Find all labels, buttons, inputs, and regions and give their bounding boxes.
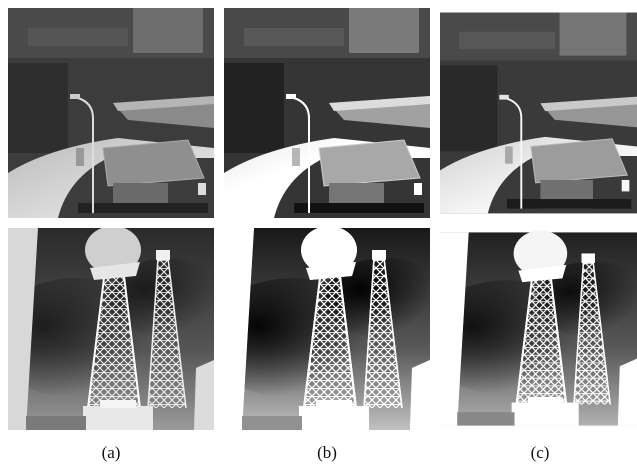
image-c-bottom xyxy=(421,231,637,426)
caption: (a) xyxy=(102,443,121,462)
figure: (a) (b) (c) xyxy=(0,0,637,465)
image-b-top xyxy=(224,8,430,218)
caption: (b) xyxy=(317,443,337,462)
image-b-bottom xyxy=(204,226,444,430)
image-a-top xyxy=(8,8,214,218)
image-c-top xyxy=(440,13,637,214)
image-a-bottom xyxy=(0,226,228,430)
caption: (c) xyxy=(531,443,550,462)
